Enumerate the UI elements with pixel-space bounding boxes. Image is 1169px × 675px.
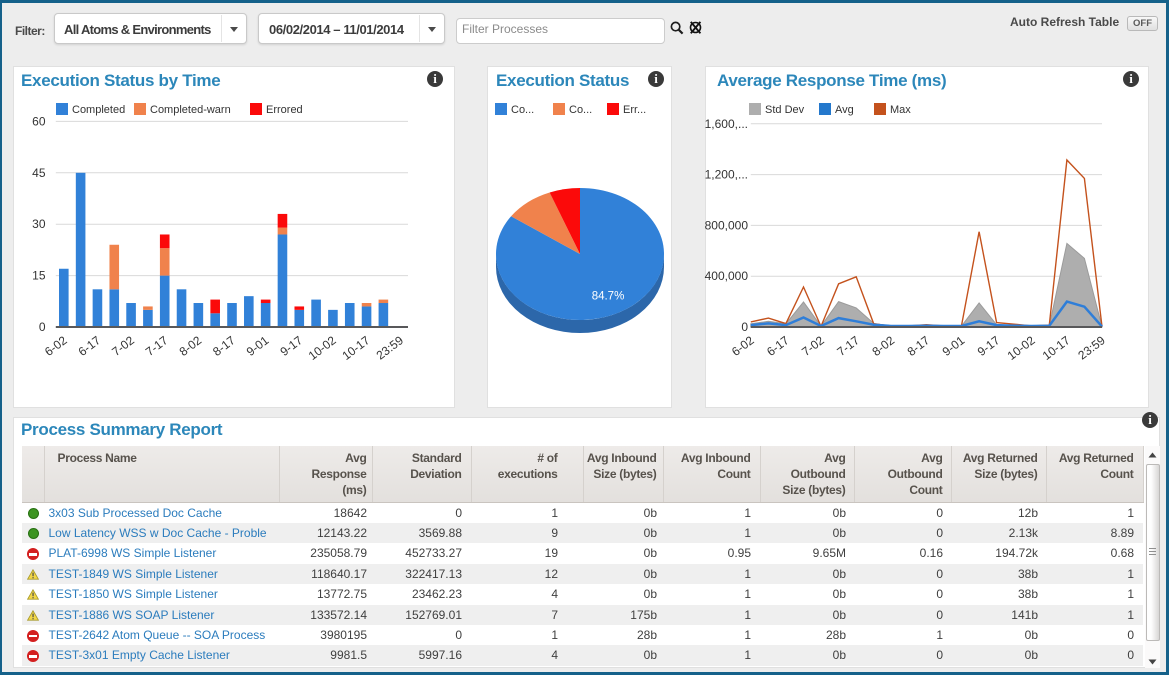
svg-text:10-02: 10-02: [306, 333, 339, 363]
svg-text:6-02: 6-02: [729, 333, 757, 359]
svg-text:15: 15: [32, 269, 46, 283]
svg-text:8-17: 8-17: [210, 333, 238, 359]
svg-text:84.7%: 84.7%: [592, 291, 625, 303]
svg-text:7-17: 7-17: [834, 333, 862, 359]
svg-text:8-02: 8-02: [177, 333, 205, 359]
svg-text:23:59: 23:59: [1075, 333, 1108, 362]
svg-text:6-17: 6-17: [764, 333, 792, 359]
svg-text:9-17: 9-17: [975, 333, 1003, 359]
svg-text:0: 0: [741, 320, 748, 334]
svg-text:800,000: 800,000: [705, 218, 749, 232]
svg-text:7-02: 7-02: [109, 333, 137, 359]
svg-text:23:59: 23:59: [374, 333, 407, 362]
svg-text:10-02: 10-02: [1005, 333, 1038, 363]
svg-text:0: 0: [39, 320, 46, 334]
svg-text:6-17: 6-17: [76, 333, 104, 359]
svg-text:10-17: 10-17: [339, 333, 372, 363]
svg-text:6-02: 6-02: [42, 333, 70, 359]
svg-text:1,200,...: 1,200,...: [705, 168, 748, 182]
svg-text:9-01: 9-01: [244, 333, 272, 359]
svg-text:8-02: 8-02: [869, 333, 897, 359]
svg-text:45: 45: [32, 166, 46, 180]
svg-text:7-17: 7-17: [143, 333, 171, 359]
svg-text:30: 30: [32, 217, 46, 231]
svg-text:8-17: 8-17: [905, 333, 933, 359]
svg-text:9-17: 9-17: [277, 333, 305, 359]
svg-text:10-17: 10-17: [1040, 333, 1073, 363]
svg-text:7-02: 7-02: [799, 333, 827, 359]
svg-text:60: 60: [32, 114, 46, 128]
svg-text:9-01: 9-01: [940, 333, 968, 359]
svg-text:400,000: 400,000: [705, 269, 749, 283]
svg-text:1,600,...: 1,600,...: [705, 117, 748, 131]
